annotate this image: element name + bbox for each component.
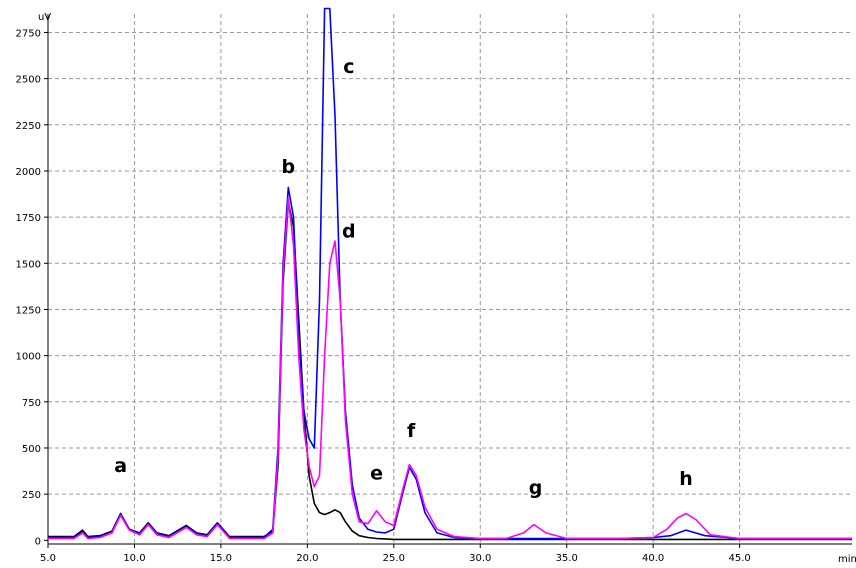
- peak-label-e: e: [370, 462, 383, 484]
- x-tick-label: 45.0: [728, 553, 750, 564]
- peak-label-g: g: [529, 477, 543, 499]
- peak-label-d: d: [342, 220, 356, 242]
- y-axis-ticks: 0 250 500 750 1000 1250 1500 1750 2000 2250 2500 27…: [16, 28, 48, 547]
- y-tick-label: 2000: [16, 167, 41, 178]
- y-tick-label: 1000: [16, 352, 41, 363]
- y-tick-label: 2750: [16, 28, 41, 39]
- peak-label-h: h: [679, 468, 693, 490]
- x-axis-ticks: 5.0 10.0 15.0 20.0 25.0 30.0 35.0 40.0 45.0: [40, 544, 751, 564]
- x-tick-label: 35.0: [556, 553, 578, 564]
- x-tick-label: 30.0: [469, 553, 491, 564]
- peak-label-b: b: [282, 156, 296, 178]
- x-axis-unit: min: [838, 554, 856, 565]
- y-tick-label: 0: [35, 536, 41, 547]
- y-tick-label: 1500: [16, 259, 41, 270]
- x-tick-label: 5.0: [40, 553, 56, 564]
- peak-label-c: c: [343, 56, 354, 78]
- y-tick-label: 2500: [16, 75, 41, 86]
- x-tick-label: 10.0: [123, 553, 145, 564]
- y-tick-label: 750: [22, 398, 41, 409]
- peak-label-f: f: [407, 420, 416, 442]
- y-tick-label: 2250: [16, 121, 41, 132]
- x-tick-label: 20.0: [296, 553, 318, 564]
- peak-label-a: a: [114, 455, 127, 477]
- x-tick-label: 15.0: [210, 553, 232, 564]
- x-tick-label: 40.0: [642, 553, 664, 564]
- y-tick-label: 250: [22, 490, 41, 501]
- x-tick-label: 25.0: [383, 553, 405, 564]
- grid: [48, 14, 852, 544]
- y-tick-label: 1750: [16, 213, 41, 224]
- series-line-3: [48, 197, 852, 540]
- y-axis-unit: uV: [38, 12, 51, 23]
- y-tick-label: 500: [22, 444, 41, 455]
- y-tick-label: 1250: [16, 305, 41, 316]
- peak-labels: a b c d e f g h: [114, 56, 693, 499]
- series-group: [48, 7, 852, 541]
